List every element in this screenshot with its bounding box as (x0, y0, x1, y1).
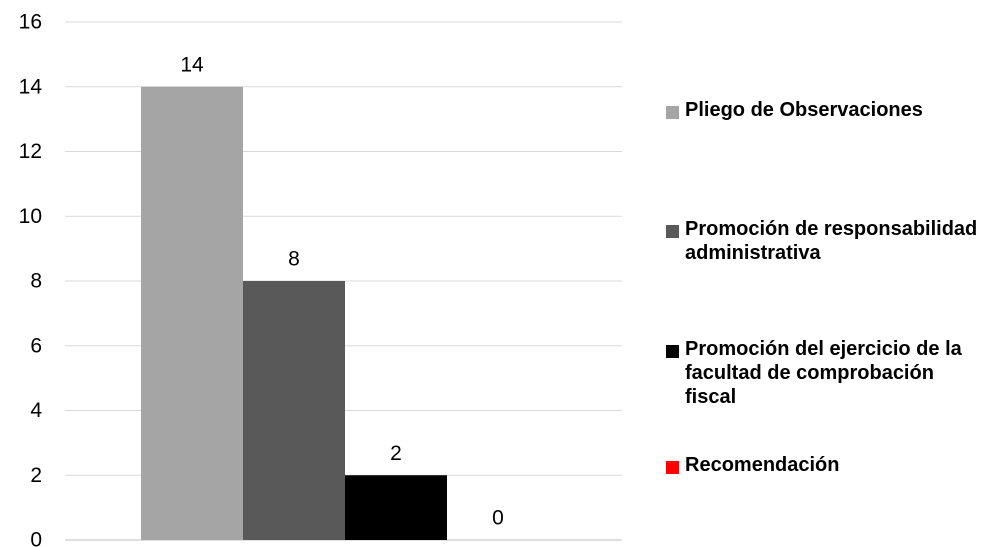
legend-item-1: Pliego de Observaciones (666, 98, 985, 122)
bar-3 (345, 475, 447, 540)
legend-item-2: Promoción de responsabilidad administrat… (666, 217, 985, 265)
bar-1 (141, 86, 243, 540)
legend-swatch (666, 345, 679, 358)
legend-swatch (666, 461, 679, 474)
legend-label: Promoción del ejercicio de la facultad d… (685, 338, 962, 408)
bar-chart: 0 2 4 6 8 10 12 14 16 14 8 2 0 (19, 11, 622, 547)
data-label-2: 8 (288, 248, 300, 271)
y-axis-ticks: 0 2 4 6 8 10 12 14 16 (19, 11, 43, 547)
legend-label: Promoción de responsabilidad administrat… (685, 218, 978, 264)
data-label-4: 0 (492, 507, 504, 530)
data-label-1: 14 (180, 53, 204, 76)
legend-item-4: Recomendación (666, 453, 985, 477)
bar-2 (243, 281, 345, 540)
y-tick-label: 10 (19, 205, 42, 228)
bars (141, 86, 447, 540)
legend-label: Recomendación (685, 454, 840, 476)
y-tick-label: 0 (30, 529, 42, 547)
data-label-3: 2 (390, 442, 402, 465)
y-tick-label: 12 (19, 140, 42, 163)
data-labels: 14 8 2 0 (180, 53, 504, 529)
y-tick-label: 16 (19, 11, 42, 34)
legend: Pliego de Observaciones Promoción de resp… (666, 0, 995, 547)
legend-label: Pliego de Observaciones (685, 99, 923, 121)
y-tick-label: 8 (30, 270, 42, 293)
y-tick-label: 6 (30, 334, 42, 357)
legend-swatch (666, 106, 679, 119)
legend-item-3: Promoción del ejercicio de la facultad d… (666, 337, 985, 409)
legend-swatch (666, 225, 679, 238)
y-tick-label: 2 (30, 464, 42, 487)
y-tick-label: 4 (30, 399, 42, 422)
y-tick-label: 14 (19, 75, 43, 98)
